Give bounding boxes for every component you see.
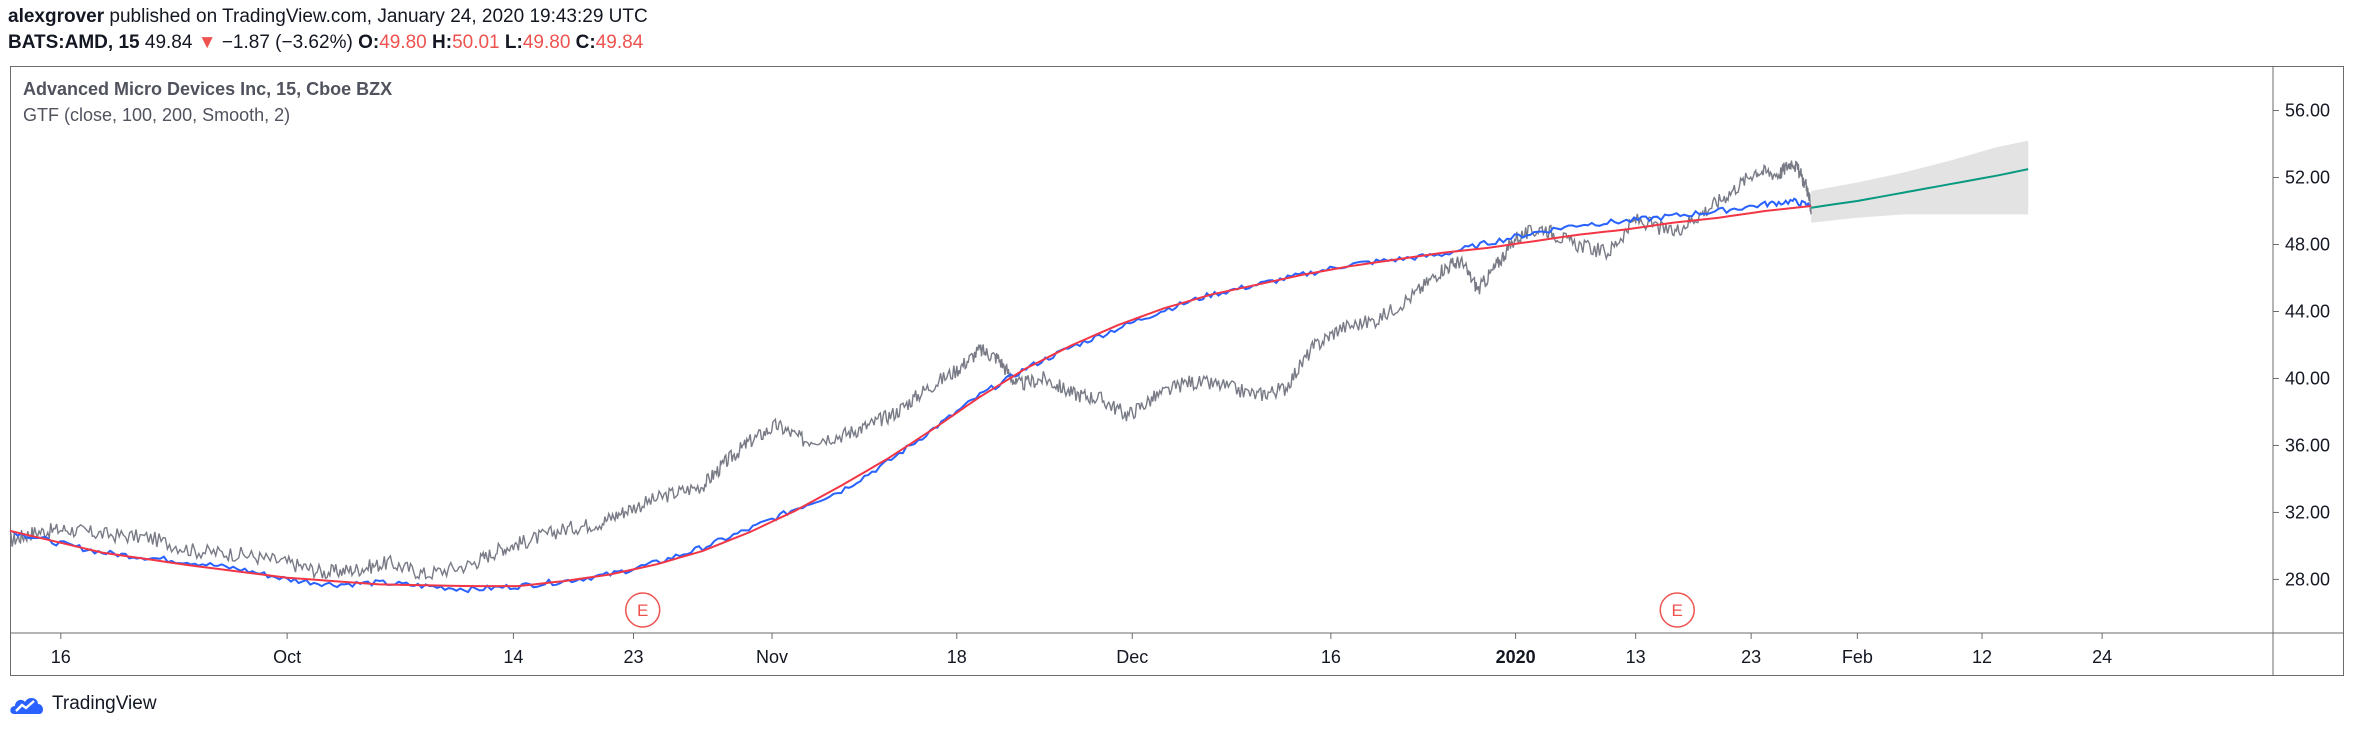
low-value: 49.80: [522, 32, 571, 53]
cloud-logo-icon: [10, 698, 44, 714]
published-text: published on TradingView.com, January 24…: [109, 6, 648, 27]
earnings-marker[interactable]: E: [1659, 592, 1695, 628]
forecast-band: [1811, 140, 2029, 223]
indicator-series-line-3: [1811, 168, 2029, 209]
price-change: −1.87 (−3.62%): [221, 32, 353, 53]
indicator-legend[interactable]: GTF (close, 100, 200, Smooth, 2): [23, 105, 291, 125]
low-label: L:: [504, 32, 523, 53]
y-tick-label: 52.00: [2285, 168, 2330, 188]
earnings-marker-circle: [624, 592, 661, 628]
brand-name: TradingView: [52, 693, 157, 714]
publish-info: alexgrover published on TradingView.com,…: [8, 6, 648, 28]
close-label: C:: [575, 32, 596, 53]
x-tick-label: 12: [1972, 647, 1992, 667]
chart-frame: [10, 66, 2344, 676]
y-tick-label: 36.00: [2285, 435, 2330, 455]
y-tick-label: 56.00: [2285, 101, 2330, 121]
y-tick-label: 28.00: [2285, 569, 2330, 589]
author-name[interactable]: alexgrover: [8, 6, 105, 27]
x-tick-label: 14: [503, 647, 523, 667]
close-value: 49.84: [595, 32, 644, 53]
x-tick-label: Nov: [756, 647, 788, 667]
price-series-line: [9, 160, 1812, 581]
last-price: 49.84: [144, 32, 193, 53]
x-tick-label: 2020: [1496, 647, 1536, 667]
chart-legend-title: Advanced Micro Devices Inc, 15, Cboe BZX: [23, 79, 393, 99]
indicator-series-line-1: [9, 197, 1812, 594]
earnings-marker[interactable]: E: [624, 592, 661, 628]
indicator-series-line-2: [9, 205, 1812, 588]
down-arrow-icon: ▼: [197, 32, 217, 53]
earnings-marker-label: E: [637, 601, 648, 620]
x-tick-label: 23: [1741, 647, 1761, 667]
symbol-label: BATS:AMD, 15: [8, 32, 140, 53]
high-value: 50.01: [452, 32, 500, 53]
x-tick-label: Feb: [1842, 647, 1873, 667]
y-tick-label: 44.00: [2285, 301, 2330, 321]
y-tick-label: 40.00: [2285, 368, 2330, 388]
y-tick-label: 32.00: [2285, 502, 2330, 522]
earnings-marker-circle: [1659, 592, 1695, 628]
y-tick-label: 48.00: [2285, 235, 2330, 255]
earnings-marker-label: E: [1672, 601, 1683, 620]
x-tick-label: 16: [51, 647, 71, 667]
symbol-info: BATS:AMD, 15 49.84 ▼ −1.87 (−3.62%) O:49…: [8, 32, 643, 54]
x-tick-label: 23: [623, 647, 643, 667]
open-label: O:: [358, 32, 380, 53]
x-tick-label: Oct: [273, 647, 301, 667]
x-tick-label: 13: [1626, 647, 1646, 667]
x-tick-label: 24: [2092, 647, 2112, 667]
x-tick-label: Dec: [1116, 647, 1148, 667]
tradingview-logo[interactable]: TradingView: [8, 690, 157, 718]
high-label: H:: [432, 32, 453, 53]
x-tick-label: 18: [947, 647, 967, 667]
open-value: 49.80: [379, 32, 427, 53]
x-tick-label: 16: [1321, 647, 1341, 667]
